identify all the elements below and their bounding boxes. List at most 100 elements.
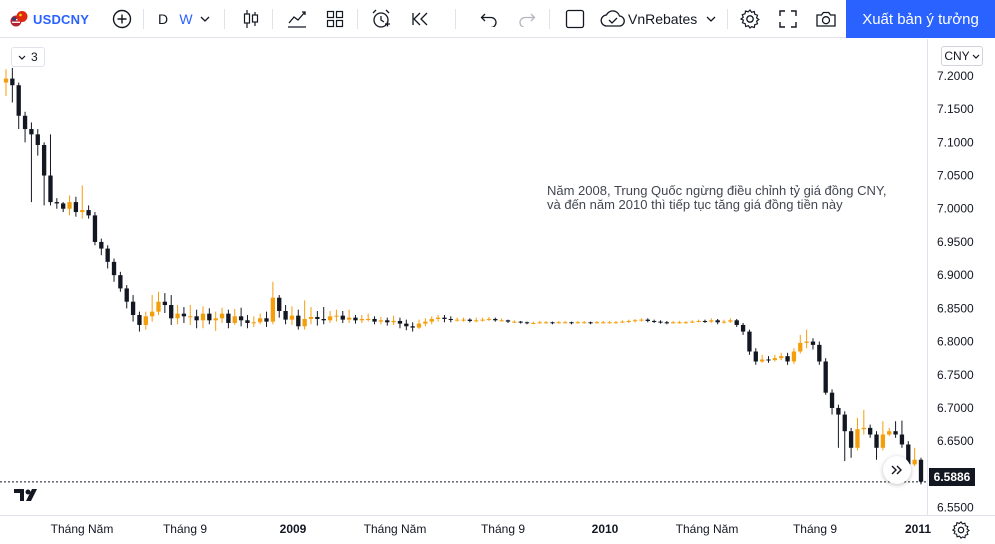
candle[interactable] — [696, 319, 701, 323]
candle[interactable] — [499, 318, 504, 322]
candle[interactable] — [486, 316, 492, 321]
candle[interactable] — [264, 311, 269, 327]
candle[interactable] — [111, 258, 117, 282]
candle[interactable] — [779, 352, 784, 361]
candlestick-chart[interactable]: 7.2000 7.1500 7.1000 7.0500 7.0000 6.9500 6.90… — [0, 39, 995, 544]
candle[interactable] — [893, 421, 898, 438]
candle[interactable] — [73, 196, 79, 217]
layout-grid-icon[interactable] — [322, 0, 348, 38]
candle[interactable] — [156, 291, 161, 315]
square-icon[interactable] — [562, 0, 588, 38]
candle[interactable] — [798, 334, 803, 354]
candle[interactable] — [3, 69, 9, 96]
candle[interactable] — [861, 409, 866, 435]
candle[interactable] — [594, 320, 600, 324]
candle[interactable] — [22, 111, 28, 143]
candle[interactable] — [327, 311, 333, 323]
candle[interactable] — [10, 67, 15, 103]
add-symbol-icon[interactable] — [110, 0, 134, 38]
candle[interactable] — [785, 352, 790, 365]
candle[interactable] — [810, 338, 816, 350]
candle[interactable] — [728, 318, 733, 323]
candle[interactable] — [315, 311, 320, 326]
legend-toggle[interactable]: 3 — [11, 47, 45, 67]
candle[interactable] — [855, 417, 860, 451]
candle[interactable] — [219, 307, 225, 323]
candle[interactable] — [524, 321, 530, 325]
axis-settings-icon[interactable] — [951, 520, 971, 540]
candle[interactable] — [124, 285, 129, 309]
candle[interactable] — [550, 321, 555, 325]
candle[interactable] — [747, 329, 752, 355]
candle[interactable] — [569, 321, 574, 325]
timeframe-w-button[interactable]: W — [179, 11, 193, 27]
candle[interactable] — [80, 185, 85, 219]
candle[interactable] — [181, 307, 187, 323]
candle[interactable] — [67, 195, 72, 216]
candles-icon[interactable] — [238, 0, 264, 38]
candle[interactable] — [61, 202, 66, 213]
candle[interactable] — [601, 320, 606, 324]
chart-area[interactable]: 7.2000 7.1500 7.1000 7.0500 7.0000 6.9500 6.90… — [0, 39, 995, 544]
candle[interactable] — [563, 320, 568, 324]
candle[interactable] — [582, 320, 587, 324]
candle[interactable] — [169, 295, 174, 325]
candle[interactable] — [207, 308, 212, 325]
candle[interactable] — [887, 427, 892, 436]
candle[interactable] — [302, 300, 307, 330]
candle[interactable] — [378, 316, 384, 325]
candle[interactable] — [702, 319, 708, 323]
candle[interactable] — [868, 424, 873, 438]
candle[interactable] — [836, 404, 841, 448]
candle[interactable] — [391, 315, 396, 325]
candle[interactable] — [639, 318, 644, 322]
candle[interactable] — [467, 318, 473, 323]
candle[interactable] — [912, 447, 917, 467]
candle[interactable] — [658, 320, 663, 324]
candle[interactable] — [817, 341, 822, 365]
candle[interactable] — [16, 82, 21, 130]
currency-button[interactable]: CNY — [941, 46, 983, 66]
candle[interactable] — [54, 198, 59, 209]
candle[interactable] — [620, 320, 625, 323]
candle[interactable] — [683, 320, 689, 324]
candle[interactable] — [175, 305, 180, 325]
candle[interactable] — [772, 354, 778, 362]
candle[interactable] — [277, 295, 282, 318]
candle[interactable] — [848, 427, 854, 458]
candle[interactable] — [410, 322, 415, 332]
candle[interactable] — [721, 319, 727, 324]
candle[interactable] — [35, 129, 40, 156]
candle[interactable] — [575, 320, 581, 324]
candle[interactable] — [188, 305, 193, 325]
candle[interactable] — [99, 238, 104, 256]
candle[interactable] — [29, 122, 34, 203]
candle[interactable] — [334, 309, 339, 322]
candle[interactable] — [442, 314, 447, 323]
candle[interactable] — [366, 313, 371, 322]
publish-idea-button[interactable]: Xuất bản ý tưởng — [846, 0, 995, 38]
candle[interactable] — [321, 307, 326, 325]
candle[interactable] — [454, 317, 460, 322]
chart-annotation[interactable]: Năm 2008, Trung Quốc ngừng điều chỉnh tỷ… — [547, 184, 917, 212]
candle[interactable] — [651, 319, 657, 323]
candle[interactable] — [690, 320, 695, 323]
candle[interactable] — [512, 320, 517, 323]
candle[interactable] — [480, 317, 485, 322]
candle[interactable] — [245, 314, 250, 329]
candle[interactable] — [238, 307, 244, 327]
candle[interactable] — [493, 317, 498, 322]
layout-name[interactable]: VnRebates — [628, 11, 698, 27]
candle[interactable] — [791, 348, 797, 365]
candle[interactable] — [353, 314, 358, 324]
candle[interactable] — [715, 318, 720, 325]
candle[interactable] — [632, 318, 638, 323]
candle[interactable] — [404, 319, 409, 331]
candle[interactable] — [385, 317, 390, 326]
candle[interactable] — [137, 311, 142, 332]
candle[interactable] — [372, 316, 377, 325]
candle[interactable] — [531, 321, 536, 325]
alert-icon[interactable] — [368, 0, 394, 38]
tradingview-logo-icon[interactable] — [13, 485, 41, 505]
candle[interactable] — [308, 307, 314, 325]
